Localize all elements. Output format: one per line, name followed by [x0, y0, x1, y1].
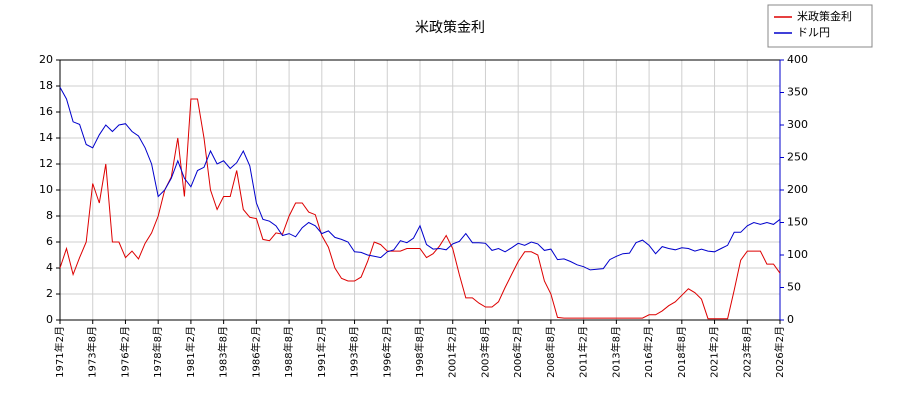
y-tick-label: 18 [39, 79, 53, 92]
x-tick-label: 2003年8月 [478, 326, 491, 378]
series-line [59, 98, 781, 320]
x-tick-label: 2021年2月 [708, 326, 721, 378]
y-tick-label: 4 [46, 261, 53, 274]
legend-box [767, 4, 873, 48]
x-tick-label: 1996年2月 [380, 326, 393, 378]
chart-title: 米政策金利 [415, 19, 485, 36]
y-tick-label: 8 [46, 209, 53, 222]
x-tick-label: 1971年2月 [53, 326, 66, 378]
x-tick-label: 1998年8月 [413, 326, 426, 378]
y2-tick-label: 0 [787, 313, 794, 326]
y2-tick-label: 250 [787, 151, 808, 164]
y-tick-label: 20 [39, 53, 53, 66]
x-tick-label: 2008年8月 [544, 326, 557, 378]
y2-tick-label: 400 [787, 53, 808, 66]
x-tick-label: 1991年2月 [315, 326, 328, 378]
y2-tick-label: 50 [787, 281, 801, 294]
x-tick-label: 2018年8月 [675, 326, 688, 378]
y-tick-label: 14 [39, 131, 53, 144]
x-tick-label: 2016年2月 [642, 326, 655, 378]
y2-tick-label: 300 [787, 118, 808, 131]
x-tick-label: 2013年8月 [609, 326, 622, 378]
x-tick-label: 1983年8月 [217, 326, 230, 378]
x-tick-label: 2011年2月 [577, 326, 590, 378]
x-tick-label: 1988年8月 [282, 326, 295, 378]
y2-tick-label: 350 [787, 86, 808, 99]
y-tick-label: 6 [46, 235, 53, 248]
x-tick-label: 2006年2月 [511, 326, 524, 378]
legend-label: 米政策金利 [797, 9, 852, 23]
x-tick-label: 2023年8月 [740, 326, 753, 378]
y-tick-label: 12 [39, 157, 53, 170]
y-tick-label: 10 [39, 183, 53, 196]
x-tick-label: 1981年2月 [184, 326, 197, 378]
y2-tick-label: 200 [787, 183, 808, 196]
x-tick-label: 1978年8月 [151, 326, 164, 378]
x-tick-label: 1976年2月 [118, 326, 131, 378]
y-tick-label: 16 [39, 105, 53, 118]
x-tick-label: 1973年8月 [86, 326, 99, 378]
x-tick-label: 1993年8月 [348, 326, 361, 378]
x-tick-label: 2026年2月 [773, 326, 786, 378]
x-tick-label: 1986年2月 [249, 326, 262, 378]
y-tick-label: 2 [46, 287, 53, 300]
x-tick-label: 2001年2月 [446, 326, 459, 378]
y2-tick-label: 100 [787, 248, 808, 261]
y-tick-label: 0 [46, 313, 53, 326]
series-line [59, 87, 781, 271]
y2-tick-label: 150 [787, 216, 808, 229]
legend-label: ドル円 [797, 26, 830, 39]
